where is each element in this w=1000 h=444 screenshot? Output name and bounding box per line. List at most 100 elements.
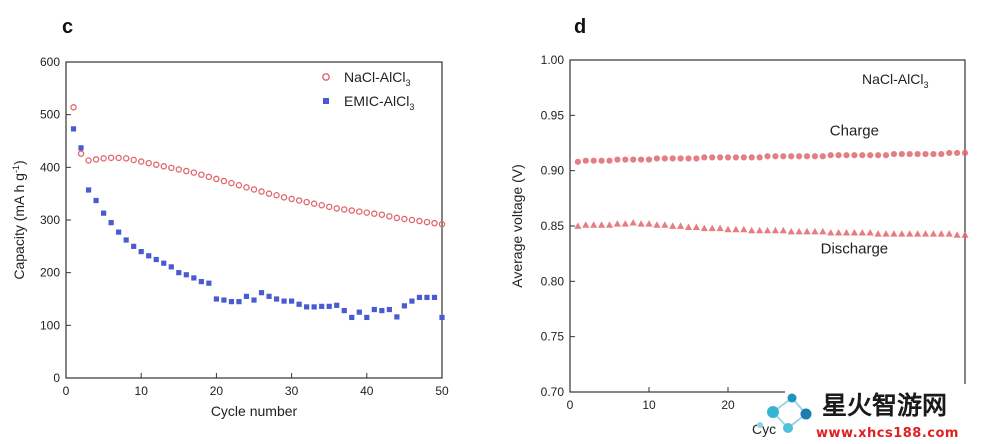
data-point — [152, 161, 160, 168]
data-point — [669, 222, 677, 229]
data-point — [574, 158, 582, 165]
data-point — [108, 220, 114, 226]
series-emic-alcl — [70, 126, 445, 321]
data-point — [716, 224, 724, 232]
data-point — [438, 220, 446, 228]
data-point — [251, 297, 257, 303]
data-point — [296, 301, 302, 307]
data-point — [842, 229, 851, 236]
y-ticks-c: 0 100 200 300 400 500 600 — [40, 55, 71, 385]
data-point — [819, 153, 826, 160]
data-point — [416, 294, 423, 301]
y-tick-label: 0.85 — [541, 219, 565, 233]
data-point — [116, 229, 122, 235]
data-point — [787, 227, 795, 235]
x-tick-label: 40 — [360, 384, 374, 398]
y-tick-label: 0.80 — [541, 274, 565, 288]
plot-frame-c — [65, 61, 443, 379]
data-point — [175, 166, 183, 173]
data-point — [859, 152, 866, 159]
data-point — [921, 230, 930, 237]
data-point — [637, 220, 645, 227]
panel-letter-c: c — [62, 16, 73, 38]
data-point — [606, 157, 613, 164]
data-point — [574, 222, 582, 229]
legend-marker-nacl — [322, 73, 330, 81]
data-series-c — [70, 104, 446, 321]
series-charge — [574, 149, 969, 165]
data-point — [708, 224, 716, 232]
data-point — [724, 225, 732, 233]
data-point — [763, 226, 772, 234]
data-point — [740, 225, 748, 233]
data-point — [882, 152, 890, 159]
data-point — [431, 294, 438, 301]
x-tick-label: 0 — [567, 398, 574, 412]
data-point — [393, 214, 401, 222]
data-point — [273, 296, 280, 302]
data-point — [228, 299, 235, 305]
data-point — [827, 229, 835, 236]
data-point — [408, 216, 416, 224]
data-point — [811, 227, 819, 235]
data-point — [191, 275, 197, 281]
data-point — [146, 253, 152, 259]
legend-label-emic: EMIC-AlCl3 — [344, 93, 414, 112]
data-point — [115, 154, 122, 162]
x-tick-label: 10 — [642, 398, 656, 412]
x-ticks-d: 0 10 20 — [567, 387, 735, 412]
data-point — [77, 150, 85, 157]
series-discharge — [574, 219, 969, 238]
data-point — [582, 221, 590, 228]
data-point — [356, 309, 362, 315]
data-point — [954, 149, 961, 157]
data-point — [622, 156, 629, 163]
data-point — [378, 211, 386, 218]
data-point — [638, 156, 645, 163]
data-point — [827, 152, 834, 159]
data-point — [898, 150, 905, 158]
data-point — [409, 298, 415, 304]
data-point — [701, 154, 708, 161]
data-point — [661, 155, 668, 162]
data-point — [772, 153, 779, 160]
data-point — [717, 154, 724, 161]
panel-c-capacity-chart: c 0 100 200 300 400 500 600 0 10 20 30 40 50 NaCl-A… — [11, 16, 449, 419]
data-point — [796, 153, 803, 160]
data-point — [598, 221, 606, 228]
data-point — [394, 314, 400, 320]
data-point — [310, 200, 318, 207]
data-point — [835, 152, 842, 159]
y-axis-title-c: Capacity (mA h g-1) — [11, 160, 27, 279]
data-point — [168, 264, 174, 270]
data-point — [161, 260, 167, 266]
data-point — [100, 155, 107, 162]
data-point — [213, 296, 219, 302]
data-point — [937, 230, 945, 237]
data-point — [732, 225, 740, 233]
data-point — [92, 156, 100, 163]
data-point — [258, 290, 265, 296]
annotation-charge: Charge — [830, 122, 879, 139]
data-point — [318, 202, 325, 209]
data-point — [176, 270, 182, 276]
data-point — [348, 207, 356, 214]
data-point — [677, 222, 685, 229]
data-point — [605, 221, 614, 228]
y-axis-title-d: Average voltage (V) — [509, 164, 525, 287]
data-point — [401, 215, 408, 223]
data-point — [945, 230, 953, 237]
data-point — [371, 210, 378, 217]
data-point — [779, 226, 787, 234]
data-point — [858, 229, 866, 236]
data-point — [243, 184, 250, 191]
data-point — [653, 221, 661, 228]
data-point — [265, 190, 273, 197]
data-point — [220, 177, 228, 185]
data-point — [349, 314, 355, 321]
watermark-backdrop — [785, 384, 1000, 444]
y-ticks-d: 0.70 0.75 0.80 0.85 0.90 0.95 1.00 — [541, 53, 575, 399]
data-point — [198, 171, 205, 178]
data-point — [645, 220, 653, 227]
